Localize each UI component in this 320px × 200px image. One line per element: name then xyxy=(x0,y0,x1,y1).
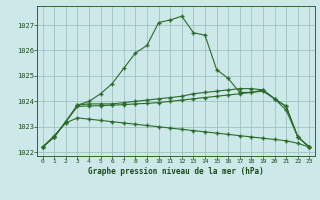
X-axis label: Graphe pression niveau de la mer (hPa): Graphe pression niveau de la mer (hPa) xyxy=(88,167,264,176)
